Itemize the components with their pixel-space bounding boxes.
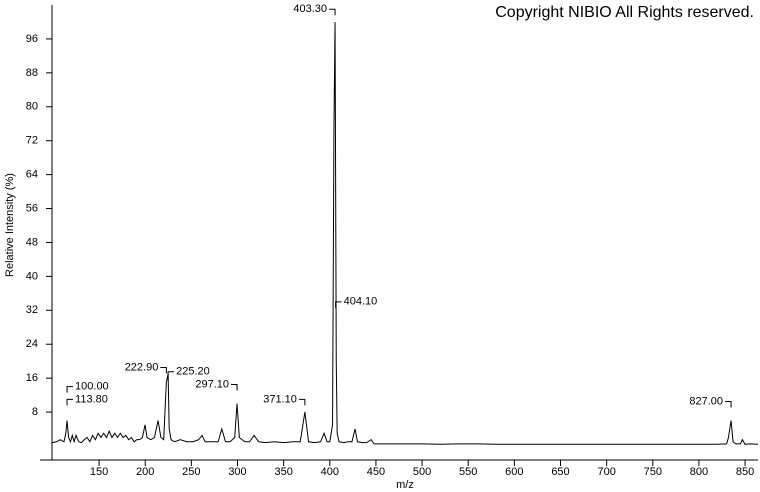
annotation-bracket [167,371,175,378]
y-tick-label: 16 [26,372,38,384]
x-tick-label: 150 [90,466,108,478]
annotation: 225.20 [176,366,210,378]
annotation: 113.80 [75,393,108,405]
y-tick-label: 64 [26,169,38,181]
x-tick-label: 250 [182,466,200,478]
y-tick-label: 24 [26,338,38,350]
x-tick-label: 600 [505,466,523,478]
y-tick-label: 8 [32,406,38,418]
x-tick-label: 850 [736,466,754,478]
x-tick-label: 550 [459,466,477,478]
chart-title: Copyright NIBIO All Rights reserved. [495,4,754,21]
y-tick-label: 48 [26,236,38,248]
x-tick-label: 200 [136,466,154,478]
annotation-bracket [66,398,74,406]
annotation-bracket [160,367,167,374]
annotation: 100.00 [75,381,109,393]
x-tick-label: 350 [274,466,292,478]
annotation: 403.30 [293,3,327,15]
x-tick-label: 300 [228,466,246,478]
y-tick-label: 88 [26,67,38,79]
x-tick-label: 500 [413,466,431,478]
annotation-bracket [329,8,336,16]
x-tick-label: 450 [367,466,385,478]
y-tick-label: 40 [26,270,38,282]
y-tick-label: 80 [26,101,38,113]
x-tick-label: 700 [597,466,615,478]
annotation-bracket [335,301,342,308]
annotation-bracket [725,400,732,408]
x-axis-label: m/z [396,479,414,491]
annotation-bracket [231,384,238,391]
y-tick-label: 32 [26,304,38,316]
annotation: 297.10 [195,378,229,390]
annotation-bracket [298,398,306,406]
y-tick-label: 72 [26,135,38,147]
x-tick-label: 750 [644,466,662,478]
x-tick-label: 800 [690,466,708,478]
y-tick-label: 56 [26,202,38,214]
annotation: 827.00 [689,395,723,407]
x-tick-label: 400 [321,466,339,478]
spectrum-line [51,21,759,445]
annotation-bracket [66,386,74,393]
y-axis-label: Relative Intensity (%) [4,173,16,277]
annotation: 404.10 [344,296,378,308]
annotation: 371.10 [263,393,297,405]
annotation: 222.90 [125,361,159,373]
y-tick-label: 96 [26,33,38,45]
x-tick-label: 650 [551,466,569,478]
